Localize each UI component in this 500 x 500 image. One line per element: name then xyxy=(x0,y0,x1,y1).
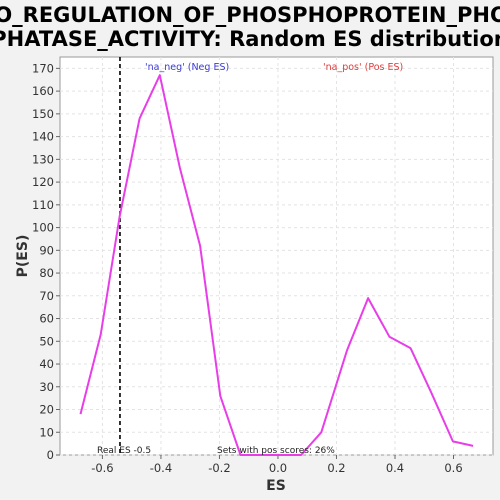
y-tick-label: 60 xyxy=(39,312,54,326)
y-axis-label: P(ES) xyxy=(15,235,31,278)
chart-title-line1: GO_REGULATION_OF_PHOSPHOPROTEIN_PHOS xyxy=(0,3,500,27)
y-tick-label: 170 xyxy=(32,61,54,75)
x-axis-label: ES xyxy=(266,478,286,494)
y-tick-label: 40 xyxy=(39,357,54,371)
y-tick-label: 30 xyxy=(39,380,54,394)
y-tick-label: 70 xyxy=(39,289,54,303)
y-tick-label: 150 xyxy=(32,107,54,121)
x-axis-ticks: -0.6 -0.4 -0.2 0.0 0.2 0.4 0.6 xyxy=(91,455,463,475)
real-es-label: Real ES -0.5 xyxy=(97,446,151,456)
x-tick-label: -0.2 xyxy=(208,461,230,475)
y-tick-label: 120 xyxy=(32,175,54,189)
y-tick-label: 80 xyxy=(39,266,54,280)
y-tick-label: 100 xyxy=(32,221,54,235)
x-tick-label: -0.6 xyxy=(91,461,113,475)
y-tick-label: 130 xyxy=(32,152,54,166)
legend-neg: 'na_neg' (Neg ES) xyxy=(145,62,229,73)
plot-area xyxy=(59,56,494,456)
pos-scores-label: Sets with pos scores: 26% xyxy=(217,446,335,456)
x-tick-label: -0.4 xyxy=(150,461,172,475)
chart-title-line2: PHATASE_ACTIVITY: Random ES distribution xyxy=(0,27,500,51)
x-tick-label: 0.4 xyxy=(386,461,404,475)
grid-lines xyxy=(60,57,493,456)
y-tick-label: 20 xyxy=(39,403,54,417)
es-distribution-line xyxy=(79,74,474,456)
y-tick-label: 0 xyxy=(47,448,54,462)
y-tick-label: 140 xyxy=(32,130,54,144)
y-tick-label: 160 xyxy=(32,84,54,98)
y-tick-label: 90 xyxy=(39,243,54,257)
y-axis-ticks: 0 10 20 30 40 50 60 70 80 90 100 110 120 130 140 150 160… xyxy=(32,61,60,462)
y-tick-label: 110 xyxy=(32,198,54,212)
legend-pos: 'na_pos' (Pos ES) xyxy=(323,62,403,73)
y-tick-label: 10 xyxy=(39,425,54,439)
x-tick-label: 0.2 xyxy=(327,461,345,475)
x-tick-label: 0.6 xyxy=(444,461,462,475)
y-tick-label: 50 xyxy=(39,334,54,348)
x-tick-label: 0.0 xyxy=(269,461,287,475)
